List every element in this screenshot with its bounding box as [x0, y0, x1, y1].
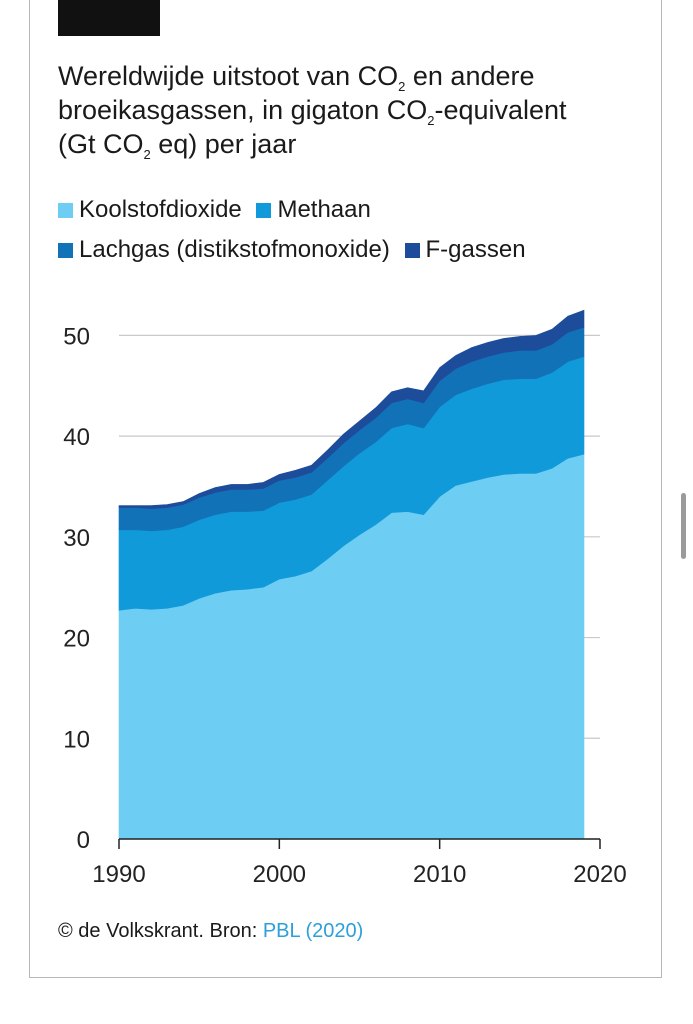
x-tick-label: 2010 [413, 861, 466, 888]
legend-label: Methaan [277, 196, 371, 223]
y-tick-label: 30 [63, 525, 90, 552]
legend-item-koolstofdioxide: Koolstofdioxide [58, 196, 242, 224]
title-subscript: 2 [143, 147, 151, 162]
title-subscript: 2 [427, 113, 435, 128]
y-tick-label: 10 [63, 726, 90, 753]
scrollbar-thumb[interactable] [681, 493, 686, 559]
y-tick-label: 20 [63, 626, 90, 653]
chart-title: Wereldwijde uitstoot van CO2 en andere b… [58, 59, 648, 161]
x-tick-label: 1990 [92, 861, 145, 888]
legend-swatch [256, 202, 272, 218]
source-prefix: © de Volkskrant. Bron: [58, 920, 263, 942]
legend-swatch [404, 242, 420, 258]
series-area-f-gassen [118, 309, 585, 509]
title-line2-text-end: -equivalent [434, 95, 567, 125]
x-tick-label: 2000 [253, 861, 306, 888]
source-link[interactable]: PBL (2020) [262, 920, 364, 942]
stacked-area-chart: 0 10 20 30 40 50 1990 2000 2010 2020 [63, 309, 627, 888]
y-tick-label: 50 [63, 323, 90, 350]
legend-row: Koolstofdioxide Methaan [58, 196, 379, 225]
legend-item-methaan: Methaan [256, 196, 371, 224]
x-tick-label: 2020 [573, 861, 626, 888]
chart-card: Wereldwijde uitstoot van CO2 en andere b… [29, 0, 662, 978]
legend-row: Lachgas (distikstofmonoxide) F-gassen [58, 236, 534, 265]
legend-label: Lachgas (distikstofmonoxide) [79, 236, 390, 263]
legend-label: F-gassen [425, 236, 526, 263]
header-accent-bar [58, 0, 160, 36]
y-tick-label: 0 [77, 827, 90, 854]
y-tick-label: 40 [63, 424, 90, 451]
title-subscript: 2 [398, 79, 406, 94]
legend-item-lachgas: Lachgas (distikstofmonoxide) [58, 236, 390, 264]
title-line2-text: broeikasgassen, in gigaton CO [58, 95, 428, 125]
title-line3-text: (Gt CO [58, 129, 144, 159]
title-line3-text-end: eq) per jaar [150, 129, 297, 159]
legend-item-f-gassen: F-gassen [404, 236, 526, 264]
title-line1-text-end: en andere [405, 61, 535, 91]
source-credit: © de Volkskrant. Bron: PBL (2020) [58, 920, 363, 943]
legend-label: Koolstofdioxide [79, 196, 242, 223]
legend-swatch [58, 202, 73, 218]
legend-swatch [58, 242, 73, 258]
title-line1-text: Wereldwijde uitstoot van CO [58, 61, 399, 91]
